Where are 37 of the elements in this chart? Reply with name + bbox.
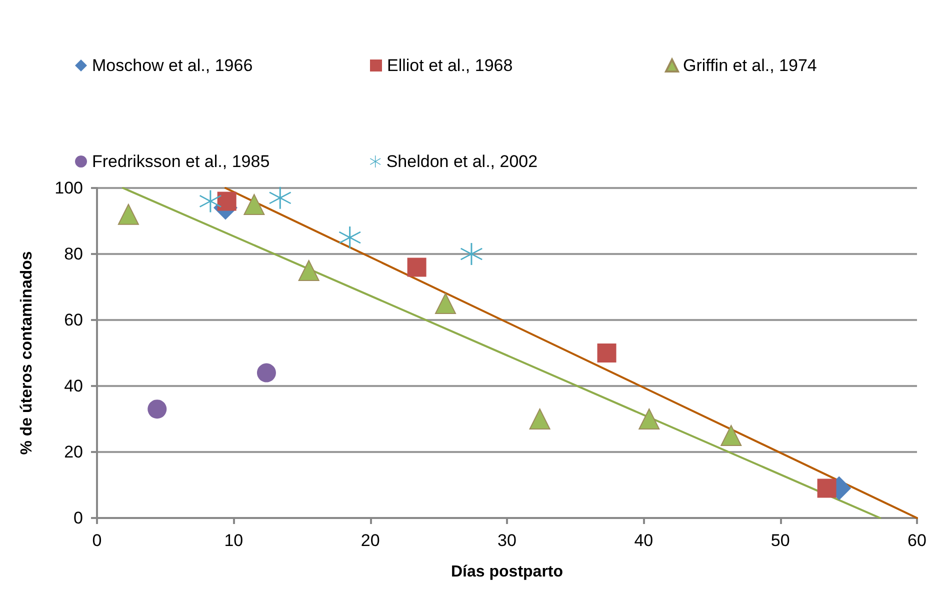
point: [638, 408, 660, 430]
y-tick-label: 100: [54, 178, 83, 198]
legend-label: Sheldon et al., 2002: [386, 152, 538, 171]
y-tick-label: 40: [64, 376, 83, 396]
legend-label: Elliot et al., 1968: [387, 56, 513, 75]
y-tick-label: 0: [74, 508, 83, 528]
y-tick-label: 80: [64, 244, 83, 264]
point: [529, 408, 550, 430]
point: [597, 344, 616, 362]
point: [407, 258, 426, 277]
point: [435, 293, 456, 314]
x-tick-label: 50: [770, 531, 790, 550]
point: [269, 186, 292, 209]
point: [256, 363, 276, 382]
point: [148, 400, 167, 419]
point: [199, 190, 222, 212]
x-axis-title: Días postparto: [450, 564, 564, 580]
point: [720, 425, 742, 446]
y-tick-label: 20: [64, 442, 83, 462]
y-tick-label: 60: [64, 310, 83, 330]
legend-label: Fredriksson et al., 1985: [92, 152, 270, 171]
x-tick-label: 60: [908, 531, 926, 550]
point: [217, 192, 236, 211]
point: [118, 204, 139, 225]
x-tick-label: 30: [498, 531, 516, 550]
point: [817, 478, 836, 498]
y-axis-title: % de úteros contaminados: [18, 251, 36, 455]
point: [298, 260, 320, 281]
x-tick-label: 10: [224, 531, 244, 550]
x-tick-label: 0: [92, 531, 102, 550]
legend-label: Griffin et al., 1974: [683, 56, 817, 75]
point: [338, 226, 361, 248]
legend-label: Moschow et al., 1966: [92, 56, 253, 75]
point: [244, 194, 265, 215]
point: [460, 243, 482, 265]
x-tick-label: 20: [360, 531, 380, 550]
x-tick-label: 40: [634, 531, 654, 550]
